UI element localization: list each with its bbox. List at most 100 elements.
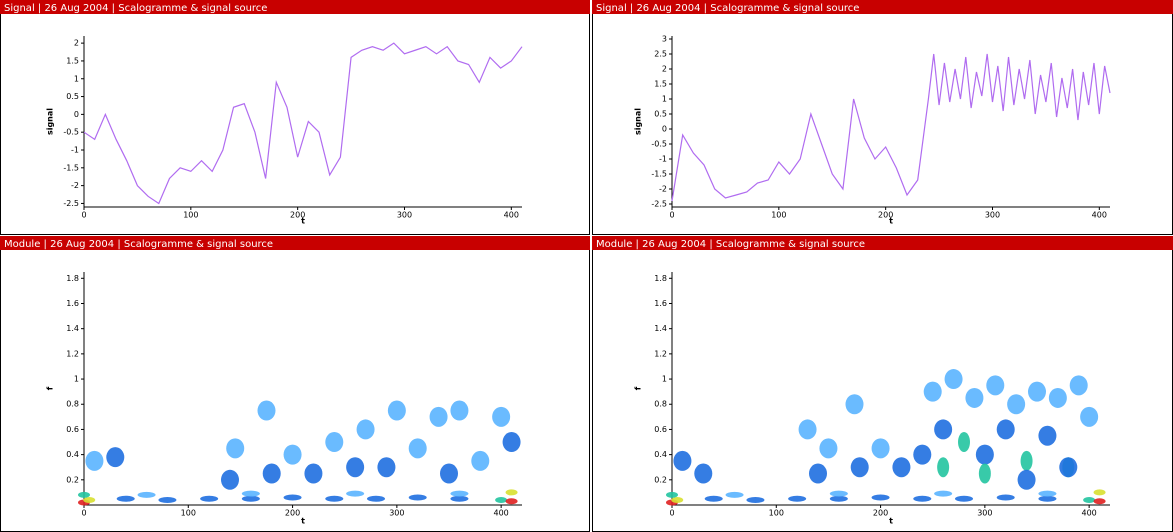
y-tick-label: -0.5 (63, 128, 79, 137)
panel-border (0, 236, 590, 532)
x-tick-label: 200 (285, 509, 300, 518)
panel-border (0, 0, 590, 235)
scalogram-blob (346, 457, 365, 478)
scalogram-blob (746, 496, 765, 503)
x-axis-label: t (889, 517, 893, 526)
scalogram-blob (975, 444, 994, 465)
y-tick-label: -2 (71, 181, 79, 190)
scalogram-blob (387, 400, 406, 421)
y-tick-label: 2 (662, 65, 667, 74)
scalogram-blob (325, 432, 344, 453)
y-tick-label: 1.5 (66, 56, 79, 65)
scalogram-blob (257, 400, 276, 421)
scalogram-blob (241, 495, 260, 502)
scalogram-blob (666, 491, 678, 498)
scalogram-blob (829, 490, 848, 497)
scalogram-blob (934, 419, 953, 440)
x-tick-label: 100 (769, 509, 784, 518)
y-tick-label: -1.5 (651, 170, 667, 179)
y-tick-label: 0.4 (654, 450, 667, 459)
y-tick-label: 0.8 (66, 400, 79, 409)
scalogram-blob (502, 432, 521, 453)
scalogram-blob (704, 495, 723, 502)
x-tick-label: 0 (669, 509, 674, 518)
y-tick-label: -2.5 (651, 200, 667, 209)
scalogram-blob (1017, 469, 1036, 490)
scalogram-blob (440, 463, 458, 484)
y-tick-label: 1 (74, 74, 79, 83)
y-tick-label: 1 (662, 95, 667, 104)
scalogram-blob (1069, 375, 1088, 396)
panel-title: Module | 26 Aug 2004 | Scalogramme & sig… (4, 239, 273, 250)
y-tick-label: -1 (71, 146, 79, 155)
scalogram-blob (845, 394, 864, 415)
scalogram-blob (1020, 450, 1033, 471)
scalogram-blob (106, 447, 125, 468)
scalogram-blob (819, 438, 838, 459)
scalogram-blob (495, 496, 508, 503)
y-tick-label: -1.5 (63, 163, 79, 172)
scalogram-blob (241, 490, 260, 497)
scalogram-blob (221, 469, 239, 490)
scalogram-blob (871, 438, 890, 459)
scalogram-blob (1080, 406, 1099, 427)
y-tick-label: -0.5 (651, 140, 667, 149)
scalogram-blob (408, 438, 427, 459)
scalogram-blob (408, 494, 427, 501)
scalogram-blob (673, 450, 692, 471)
scalogram-blob (450, 490, 469, 497)
scalogram-blob (958, 432, 970, 453)
scalogram-blob (158, 496, 177, 503)
panel-border (592, 0, 1173, 235)
scalogram-blob (450, 400, 469, 421)
panel: Signal | 26 Aug 2004 | Scalogramme & sig… (0, 0, 590, 235)
scalogram-blob (913, 444, 932, 465)
x-tick-label: 100 (183, 211, 198, 220)
x-tick-label: 300 (389, 509, 404, 518)
scalogram-blob (262, 463, 281, 484)
scalogram-blob (850, 457, 869, 478)
panel-header (592, 236, 1173, 250)
signal-line (671, 53, 1111, 202)
y-tick-label: 1.6 (66, 299, 79, 308)
panel-header (592, 0, 1173, 14)
scalogram-blob (429, 406, 448, 427)
scalogram-blob (200, 495, 219, 502)
y-tick-label: 1.2 (66, 349, 79, 358)
scalogram-blob (996, 494, 1015, 501)
y-tick-label: 0.4 (66, 450, 79, 459)
y-tick-label: 0.2 (654, 475, 667, 484)
y-tick-label: -2.5 (63, 199, 79, 208)
scalogram-blob (137, 491, 156, 498)
scalogram-blob (471, 450, 490, 471)
panel-title: Signal | 26 Aug 2004 | Scalogramme & sig… (596, 3, 859, 14)
x-axis-label: t (301, 217, 305, 226)
y-tick-label: 1 (74, 375, 79, 384)
scalogram-blob (283, 494, 302, 501)
x-tick-label: 0 (81, 509, 86, 518)
scalogram-blob (934, 490, 953, 497)
scalogram-blob (978, 463, 991, 484)
panel-header (0, 236, 590, 250)
y-tick-label: 0.6 (654, 425, 667, 434)
scalogram-blob (798, 419, 817, 440)
scalogram-blob (226, 438, 245, 459)
y-axis-label: signal (634, 108, 643, 135)
y-tick-label: 0.6 (66, 425, 79, 434)
panel: Module | 26 Aug 2004 | Scalogramme & sig… (0, 236, 590, 532)
y-tick-label: 2 (74, 39, 79, 48)
scalogram-blob (996, 419, 1015, 440)
scalogram-blob (1038, 425, 1057, 446)
y-tick-label: 2.5 (654, 50, 667, 59)
x-tick-label: 300 (397, 211, 412, 220)
y-axis-label: f (634, 386, 643, 390)
scalogram-blob (937, 457, 950, 478)
scalogram-blob (965, 387, 984, 408)
scalogram-blob (1093, 498, 1106, 505)
scalogram-blob (829, 495, 848, 502)
y-tick-label: 1.5 (654, 80, 667, 89)
panel: Signal | 26 Aug 2004 | Scalogramme & sig… (592, 0, 1173, 235)
y-tick-label: 1 (662, 375, 667, 384)
scalogram-blob (725, 491, 744, 498)
